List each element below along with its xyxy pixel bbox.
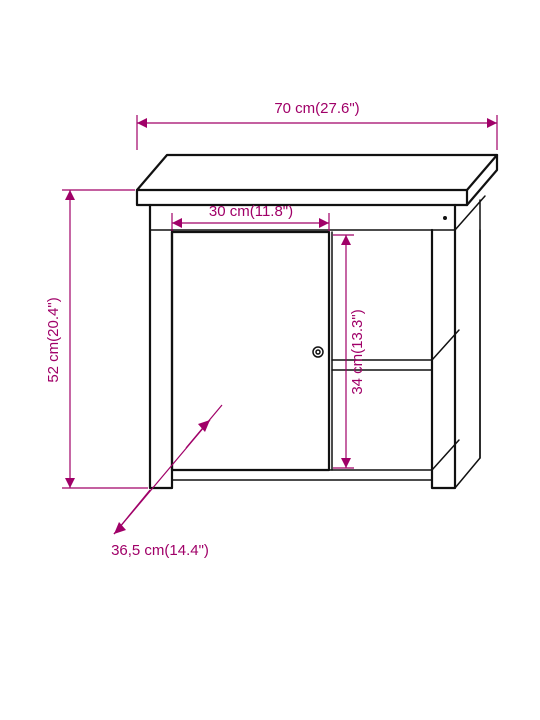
dim-height-label: 52 cm(20.4")	[45, 297, 62, 382]
dimensions-group: 70 cm(27.6") 30 cm(11.8") 52 cm(20.4")	[45, 100, 497, 559]
dim-width: 70 cm(27.6")	[137, 100, 497, 150]
dim-depth: 36,5 cm(14.4")	[111, 405, 222, 559]
dim-height: 52 cm(20.4")	[45, 190, 148, 488]
dim-door-width: 30 cm(11.8")	[172, 203, 329, 231]
dim-inner-height: 34 cm(13.3")	[333, 235, 366, 468]
dim-door-width-label: 30 cm(11.8")	[209, 203, 293, 220]
dim-inner-height-label: 34 cm(13.3")	[349, 309, 366, 394]
dim-width-label: 70 cm(27.6")	[274, 100, 359, 117]
dimension-diagram: 70 cm(27.6") 30 cm(11.8") 52 cm(20.4")	[0, 0, 540, 720]
dim-depth-label: 36,5 cm(14.4")	[111, 542, 209, 559]
furniture-drawing	[137, 155, 497, 488]
